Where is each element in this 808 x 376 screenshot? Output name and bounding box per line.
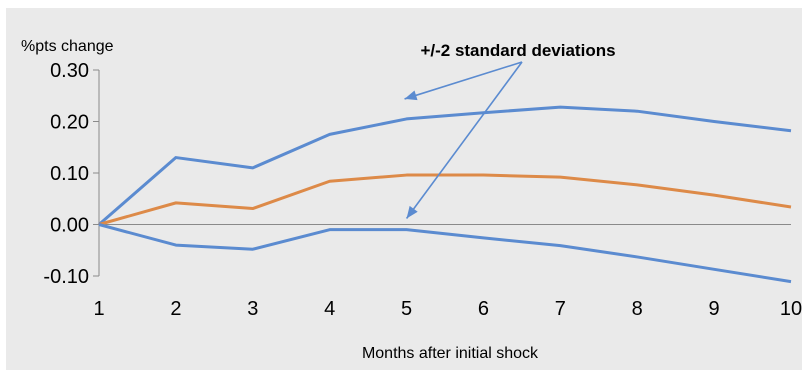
y-tick-label: 0.30 bbox=[50, 60, 89, 82]
x-tick-label: 3 bbox=[247, 298, 258, 320]
arrow-to-lower-head bbox=[406, 205, 418, 219]
series-line-central bbox=[98, 173, 792, 226]
annotation-arrows bbox=[404, 61, 523, 219]
x-tick-label: 2 bbox=[170, 298, 181, 320]
x-tick-label: 9 bbox=[709, 298, 720, 320]
arrow-to-upper-shaft bbox=[404, 61, 523, 100]
line-chart: %pts change Months after initial shock +… bbox=[21, 38, 802, 362]
series-layer bbox=[98, 105, 792, 284]
annotation-std-dev: +/-2 standard deviations bbox=[420, 41, 615, 60]
x-tick-label: 10 bbox=[780, 298, 802, 320]
y-tick-label: 0.20 bbox=[50, 112, 89, 134]
x-tick-label: 7 bbox=[555, 298, 566, 320]
x-tick-label: 5 bbox=[401, 298, 412, 320]
x-tick-label: 6 bbox=[478, 298, 489, 320]
y-tick-label: 0.00 bbox=[50, 215, 89, 237]
arrow-to-upper-head bbox=[404, 90, 418, 101]
x-tick-label: 8 bbox=[632, 298, 643, 320]
x-tick-label: 4 bbox=[324, 298, 335, 320]
y-tick-label: 0.10 bbox=[50, 163, 89, 185]
arrow-to-lower-shaft bbox=[405, 61, 523, 219]
series-line-lower bbox=[98, 223, 792, 284]
y-tick-label: -0.10 bbox=[43, 266, 89, 288]
series-line-upper bbox=[98, 105, 792, 226]
chart-area: %pts change Months after initial shock +… bbox=[6, 8, 802, 370]
x-tick-label: 1 bbox=[93, 298, 104, 320]
x-axis-label: Months after initial shock bbox=[362, 345, 539, 362]
y-axis-label: %pts change bbox=[21, 38, 114, 55]
axes: 0.30 0.20 0.10 0.00 -0.101 2 3 4 5 6 7 8 9 10 bbox=[43, 60, 802, 320]
